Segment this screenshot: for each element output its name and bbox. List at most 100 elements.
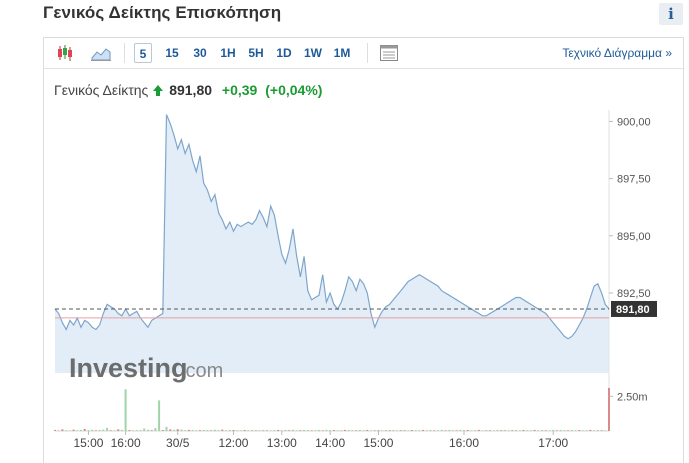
volume-bar [563, 430, 566, 431]
volume-bar [210, 430, 213, 431]
volume-bar [262, 430, 265, 431]
timeframe-1m[interactable]: 1M [333, 46, 351, 60]
volume-bar [228, 429, 231, 431]
volume-bar [303, 429, 306, 431]
timeframe-5[interactable]: 5 [134, 43, 152, 63]
volume-bar [87, 430, 90, 431]
volume-bar [239, 430, 242, 431]
volume-bar [98, 429, 101, 431]
volume-bar [604, 430, 607, 431]
volume-bar [555, 430, 558, 431]
volume-bar [332, 430, 335, 431]
volume-bar [321, 430, 324, 431]
volume-bar [202, 429, 205, 431]
x-tick-label: 17:00 [538, 436, 568, 450]
volume-bar [593, 430, 596, 431]
volume-bar [455, 430, 458, 431]
volume-bar [518, 430, 521, 431]
timeframe-1d[interactable]: 1D [276, 46, 292, 60]
volume-bar [585, 430, 588, 431]
table-layout-icon[interactable] [379, 44, 399, 67]
volume-bar [440, 429, 443, 431]
volume-bar [422, 429, 425, 431]
volume-bar [366, 429, 369, 431]
volume-bar [199, 430, 201, 431]
volume-bar [147, 429, 149, 432]
volume-bar [57, 430, 60, 431]
toolbar-separator [124, 43, 125, 63]
volume-bar [254, 430, 257, 431]
volume-bar [173, 429, 175, 431]
volume-bar [106, 427, 109, 431]
volume-bar [500, 430, 503, 431]
volume-bar [318, 430, 320, 431]
y-tick-label: 900,00 [617, 116, 651, 128]
volume-bar [243, 430, 246, 431]
volume-bar [128, 430, 131, 431]
volume-bar [184, 430, 187, 431]
volume-bar [340, 430, 343, 431]
volume-bar [433, 430, 436, 431]
info-button[interactable]: i [659, 3, 683, 25]
volume-bar [418, 430, 421, 431]
last-price-tag-label: 891,80 [616, 304, 650, 316]
volume-bar [180, 429, 183, 431]
volume-bar [68, 430, 71, 431]
volume-bar [314, 430, 317, 431]
volume-bar [355, 430, 358, 431]
instrument-name: Γενικός Δείκτης [54, 82, 149, 98]
volume-bar [158, 400, 161, 431]
timeframe-15[interactable]: 15 [165, 46, 179, 60]
price-area [55, 114, 609, 373]
volume-bar [83, 428, 86, 431]
volume-bar [120, 429, 123, 431]
timeframe-30[interactable]: 30 [193, 46, 207, 60]
volume-bar [94, 430, 97, 431]
volume-bar [596, 430, 599, 431]
volume-bar [503, 430, 506, 431]
volume-bar [474, 430, 477, 431]
x-tick-label: 16:00 [111, 436, 141, 450]
area-chart-icon[interactable] [90, 43, 112, 68]
volume-bar [578, 430, 581, 431]
volume-bar [444, 430, 447, 431]
volume-bar [526, 430, 529, 431]
volume-bar [221, 429, 224, 431]
toolbar-separator [367, 43, 368, 63]
timeframe-1w[interactable]: 1W [304, 46, 322, 60]
price-change: +0,39 [221, 82, 258, 98]
volume-bar [292, 429, 294, 432]
volume-bar [403, 429, 406, 431]
volume-bar [135, 430, 138, 431]
volume-bar [150, 430, 153, 431]
volume-bar [154, 428, 157, 431]
volume-bar [310, 430, 313, 431]
timeframe-5h[interactable]: 5H [248, 46, 264, 60]
timeframe-1h[interactable]: 1H [220, 46, 236, 60]
volume-bar [288, 430, 291, 431]
volume-bar [206, 430, 209, 431]
volume-bar [139, 430, 142, 431]
volume-bar [582, 430, 584, 431]
x-tick-label: 15:00 [363, 436, 393, 450]
volume-bar [247, 430, 250, 431]
volume-bar [600, 430, 603, 431]
volume-bar [165, 426, 168, 431]
volume-bar [169, 429, 172, 431]
x-tick-label: 12:00 [218, 436, 248, 450]
page-title: Γενικός Δείκτης Επισκόπηση [43, 3, 282, 22]
volume-bar [552, 429, 555, 431]
y-tick-label: 895,00 [617, 231, 651, 243]
volume-bar [72, 429, 75, 431]
volume-bar [429, 430, 432, 431]
volume-bar [61, 429, 64, 431]
technical-chart-link[interactable]: Τεχνικό Διάγραμμα » [562, 46, 672, 60]
volume-bar [269, 430, 272, 431]
volume-bar [336, 430, 339, 431]
volume-bar [265, 430, 268, 431]
volume-bar [589, 429, 592, 431]
candlestick-icon[interactable] [55, 43, 75, 68]
volume-bar [507, 430, 510, 431]
x-tick-label: 13:00 [267, 436, 297, 450]
